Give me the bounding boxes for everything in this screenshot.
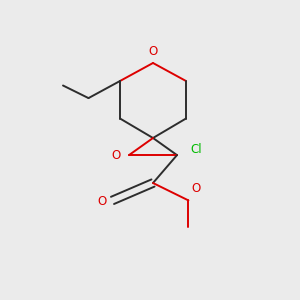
Text: O: O <box>97 195 106 208</box>
Text: Cl: Cl <box>190 143 202 156</box>
Text: O: O <box>111 148 121 162</box>
Text: O: O <box>148 45 158 58</box>
Text: O: O <box>191 182 201 195</box>
